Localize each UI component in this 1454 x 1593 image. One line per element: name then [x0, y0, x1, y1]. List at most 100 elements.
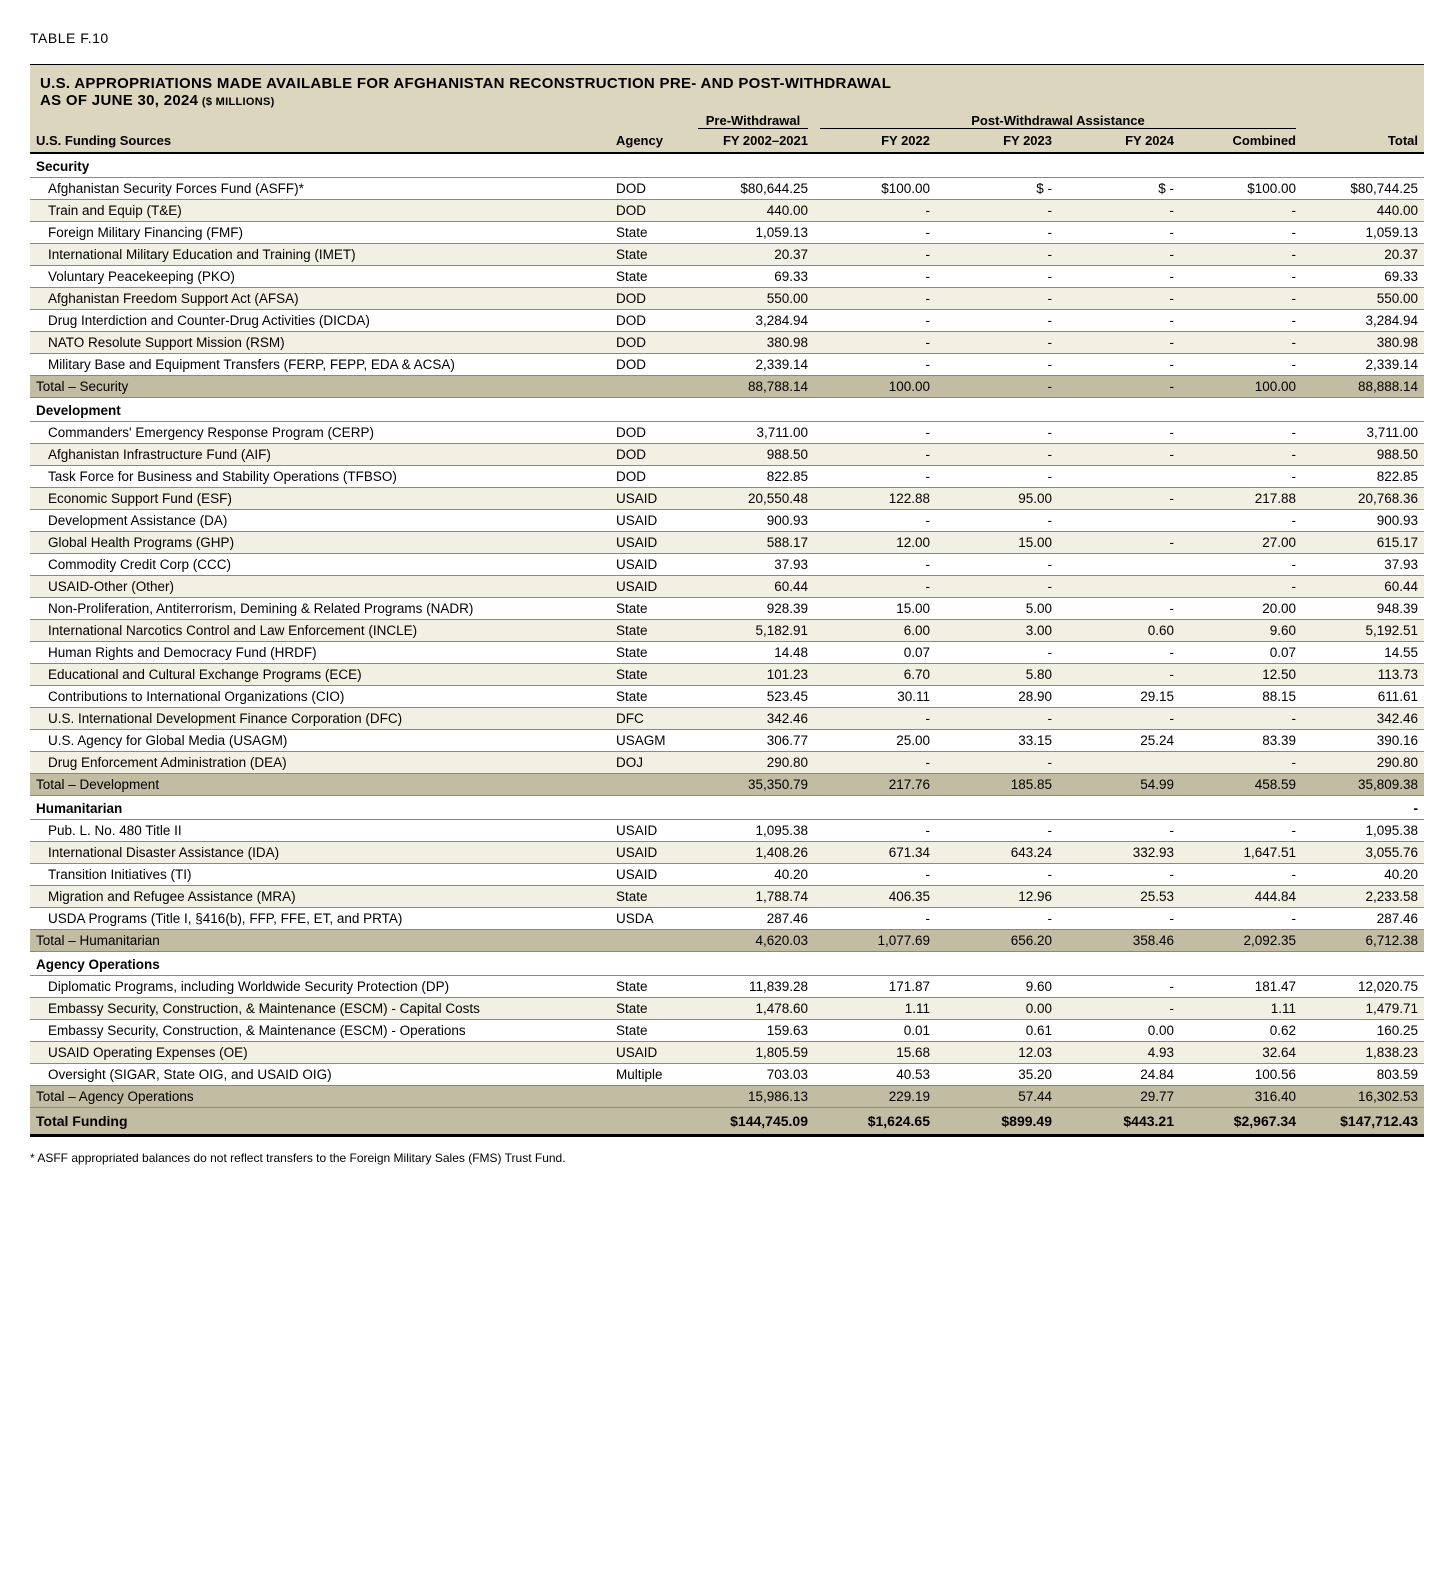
row-fy22: -: [814, 244, 936, 266]
section-header: Agency Operations: [30, 952, 1302, 976]
row-combined: 12.50: [1180, 664, 1302, 686]
row-fy23: 12.96: [936, 886, 1058, 908]
row-fy24: -: [1058, 422, 1180, 444]
row-fy23: -: [936, 222, 1058, 244]
table-row: Drug Enforcement Administration (DEA)DOJ…: [30, 752, 1424, 774]
row-fy23: -: [936, 422, 1058, 444]
row-source: USDA Programs (Title I, §416(b), FFP, FF…: [30, 908, 610, 930]
row-source: Educational and Cultural Exchange Progra…: [30, 664, 610, 686]
row-agency: USAID: [610, 510, 692, 532]
row-fy22: 25.00: [814, 730, 936, 752]
row-source: Diplomatic Programs, including Worldwide…: [30, 976, 610, 998]
table-row: Contributions to International Organizat…: [30, 686, 1424, 708]
row-pre: 703.03: [692, 1064, 814, 1086]
table-row: Afghanistan Security Forces Fund (ASFF)*…: [30, 178, 1424, 200]
subtotal-label: Total – Development: [30, 774, 610, 796]
row-fy22: 40.53: [814, 1064, 936, 1086]
row-fy22: -: [814, 576, 936, 598]
row-agency: DOD: [610, 444, 692, 466]
row-total: 390.16: [1302, 730, 1424, 752]
subtotal-fy22: 229.19: [814, 1086, 936, 1108]
row-agency: USAID: [610, 488, 692, 510]
row-fy24: -: [1058, 222, 1180, 244]
section-header: Security: [30, 153, 1302, 178]
row-fy24: 24.84: [1058, 1064, 1180, 1086]
header-pre: FY 2002–2021: [692, 131, 814, 153]
grand-fy23: $899.49: [936, 1108, 1058, 1136]
row-fy24: -: [1058, 266, 1180, 288]
row-fy23: 5.80: [936, 664, 1058, 686]
row-total: 3,711.00: [1302, 422, 1424, 444]
grand-fy24: $443.21: [1058, 1108, 1180, 1136]
row-total: 550.00: [1302, 288, 1424, 310]
row-fy22: -: [814, 332, 936, 354]
row-agency: USAID: [610, 864, 692, 886]
header-source: U.S. Funding Sources: [30, 131, 610, 153]
row-combined: 181.47: [1180, 976, 1302, 998]
row-total: 900.93: [1302, 510, 1424, 532]
table-row: Transition Initiatives (TI)USAID40.20---…: [30, 864, 1424, 886]
row-source: International Disaster Assistance (IDA): [30, 842, 610, 864]
row-pre: 69.33: [692, 266, 814, 288]
row-agency: State: [610, 222, 692, 244]
row-pre: $80,644.25: [692, 178, 814, 200]
row-fy23: 15.00: [936, 532, 1058, 554]
row-pre: 11,839.28: [692, 976, 814, 998]
row-pre: 523.45: [692, 686, 814, 708]
row-combined: 1,647.51: [1180, 842, 1302, 864]
table-row: Task Force for Business and Stability Op…: [30, 466, 1424, 488]
row-fy24: -: [1058, 310, 1180, 332]
row-pre: 342.46: [692, 708, 814, 730]
row-fy23: 95.00: [936, 488, 1058, 510]
row-combined: -: [1180, 222, 1302, 244]
subtotal-label: Total – Humanitarian: [30, 930, 610, 952]
row-source: International Military Education and Tra…: [30, 244, 610, 266]
table-row: Afghanistan Infrastructure Fund (AIF)DOD…: [30, 444, 1424, 466]
subtotal-agency: [610, 1086, 692, 1108]
row-fy24: -: [1058, 664, 1180, 686]
subtotal-fy24: 358.46: [1058, 930, 1180, 952]
table-row: Oversight (SIGAR, State OIG, and USAID O…: [30, 1064, 1424, 1086]
table-row: Development Assistance (DA)USAID900.93--…: [30, 510, 1424, 532]
subtotal-label: Total – Security: [30, 376, 610, 398]
row-combined: 32.64: [1180, 1042, 1302, 1064]
subtotal-fy23: 656.20: [936, 930, 1058, 952]
row-fy22: -: [814, 554, 936, 576]
row-pre: 306.77: [692, 730, 814, 752]
row-pre: 1,059.13: [692, 222, 814, 244]
row-agency: USDA: [610, 908, 692, 930]
table-row: Educational and Cultural Exchange Progra…: [30, 664, 1424, 686]
row-fy24: -: [1058, 976, 1180, 998]
header-fy24: FY 2024: [1058, 131, 1180, 153]
row-fy23: -: [936, 200, 1058, 222]
row-fy23: 0.61: [936, 1020, 1058, 1042]
row-fy22: $100.00: [814, 178, 936, 200]
row-agency: DOJ: [610, 752, 692, 774]
grand-pre: $144,745.09: [692, 1108, 814, 1136]
grand-agency: [610, 1108, 692, 1136]
row-total: 1,095.38: [1302, 820, 1424, 842]
row-fy24: [1058, 554, 1180, 576]
row-combined: 9.60: [1180, 620, 1302, 642]
row-source: Development Assistance (DA): [30, 510, 610, 532]
table-row: Drug Interdiction and Counter-Drug Activ…: [30, 310, 1424, 332]
row-source: Train and Equip (T&E): [30, 200, 610, 222]
header-fy22: FY 2022: [814, 131, 936, 153]
row-pre: 900.93: [692, 510, 814, 532]
row-source: Task Force for Business and Stability Op…: [30, 466, 610, 488]
row-fy22: -: [814, 422, 936, 444]
row-total: 2,339.14: [1302, 354, 1424, 376]
row-fy24: 0.00: [1058, 1020, 1180, 1042]
row-fy24: 29.15: [1058, 686, 1180, 708]
row-agency: USAID: [610, 554, 692, 576]
row-fy24: -: [1058, 332, 1180, 354]
table-row: Military Base and Equipment Transfers (F…: [30, 354, 1424, 376]
row-agency: State: [610, 266, 692, 288]
row-combined: -: [1180, 288, 1302, 310]
table-row: USAID-Other (Other)USAID60.44---60.44: [30, 576, 1424, 598]
title-unit: ($ MILLIONS): [202, 96, 275, 108]
row-total: 1,059.13: [1302, 222, 1424, 244]
row-agency: State: [610, 976, 692, 998]
row-total: 948.39: [1302, 598, 1424, 620]
row-fy24: [1058, 576, 1180, 598]
